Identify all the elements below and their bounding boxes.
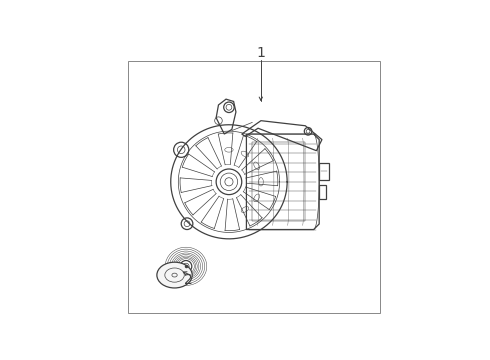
Text: 1: 1 [256,46,265,60]
Text: 2: 2 [184,273,193,287]
Ellipse shape [157,262,192,288]
Bar [319,185,326,199]
Bar [319,163,329,180]
